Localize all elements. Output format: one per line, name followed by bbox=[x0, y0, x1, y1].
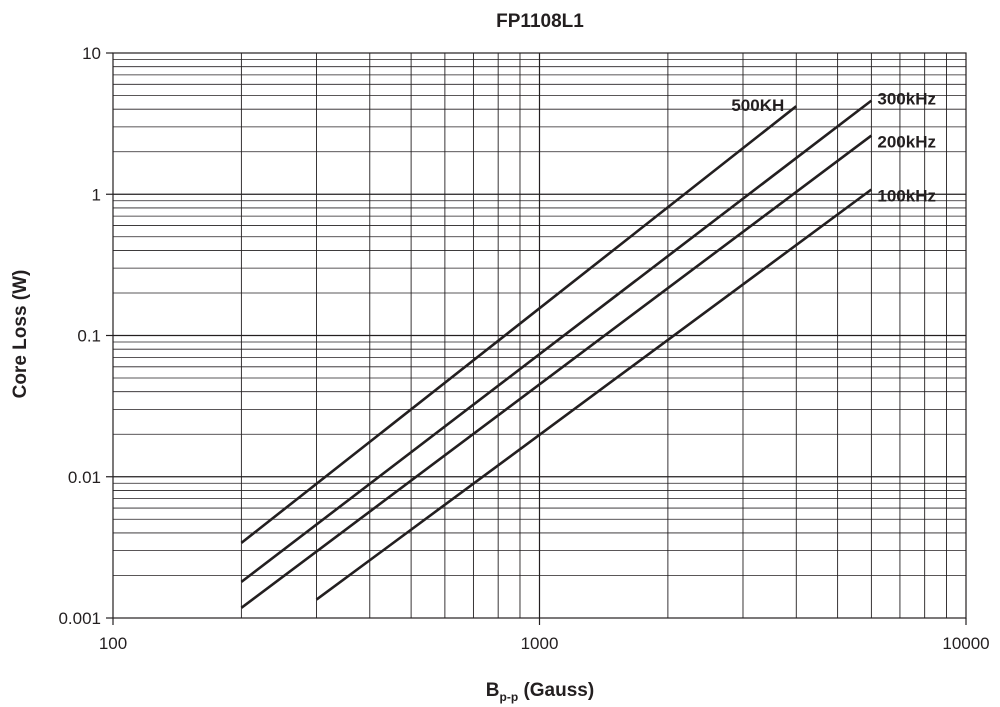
x-axis-label: Bp-p (Gauss) bbox=[486, 680, 594, 704]
y-tick-label: 0.01 bbox=[68, 468, 101, 487]
series-label-2: 200kHz bbox=[877, 133, 936, 152]
y-tick-label: 10 bbox=[82, 44, 101, 63]
x-tick-label: 10000 bbox=[942, 634, 989, 653]
series-line-2 bbox=[240, 134, 873, 609]
y-tick-label: 0.1 bbox=[77, 327, 101, 346]
x-axis-label-main: B bbox=[486, 680, 500, 701]
tick-labels: 0.001 0.01 0.1 1 10 100 1000 10000 bbox=[58, 44, 989, 653]
series-label-0: 500KH bbox=[731, 96, 784, 115]
series-lines bbox=[240, 99, 873, 609]
series-labels: 500KH 300kHz 200kHz 100kHz bbox=[731, 90, 936, 206]
series-line-0 bbox=[240, 105, 798, 544]
series-label-1: 300kHz bbox=[877, 90, 936, 109]
y-tick-label: 0.001 bbox=[58, 609, 101, 628]
y-axis-label: Core Loss (W) bbox=[10, 270, 31, 399]
series-line-3 bbox=[315, 188, 873, 601]
x-axis-label-subscript: p-p bbox=[500, 690, 519, 704]
x-tick-label: 100 bbox=[99, 634, 127, 653]
grid-lines bbox=[113, 53, 966, 618]
series-line-1 bbox=[240, 99, 873, 583]
x-axis-label-rest: (Gauss) bbox=[518, 680, 594, 701]
y-tick-label: 1 bbox=[92, 185, 101, 204]
chart-title: FP1108L1 bbox=[496, 11, 584, 32]
x-tick-label: 1000 bbox=[521, 634, 559, 653]
series-label-3: 100kHz bbox=[877, 187, 936, 206]
